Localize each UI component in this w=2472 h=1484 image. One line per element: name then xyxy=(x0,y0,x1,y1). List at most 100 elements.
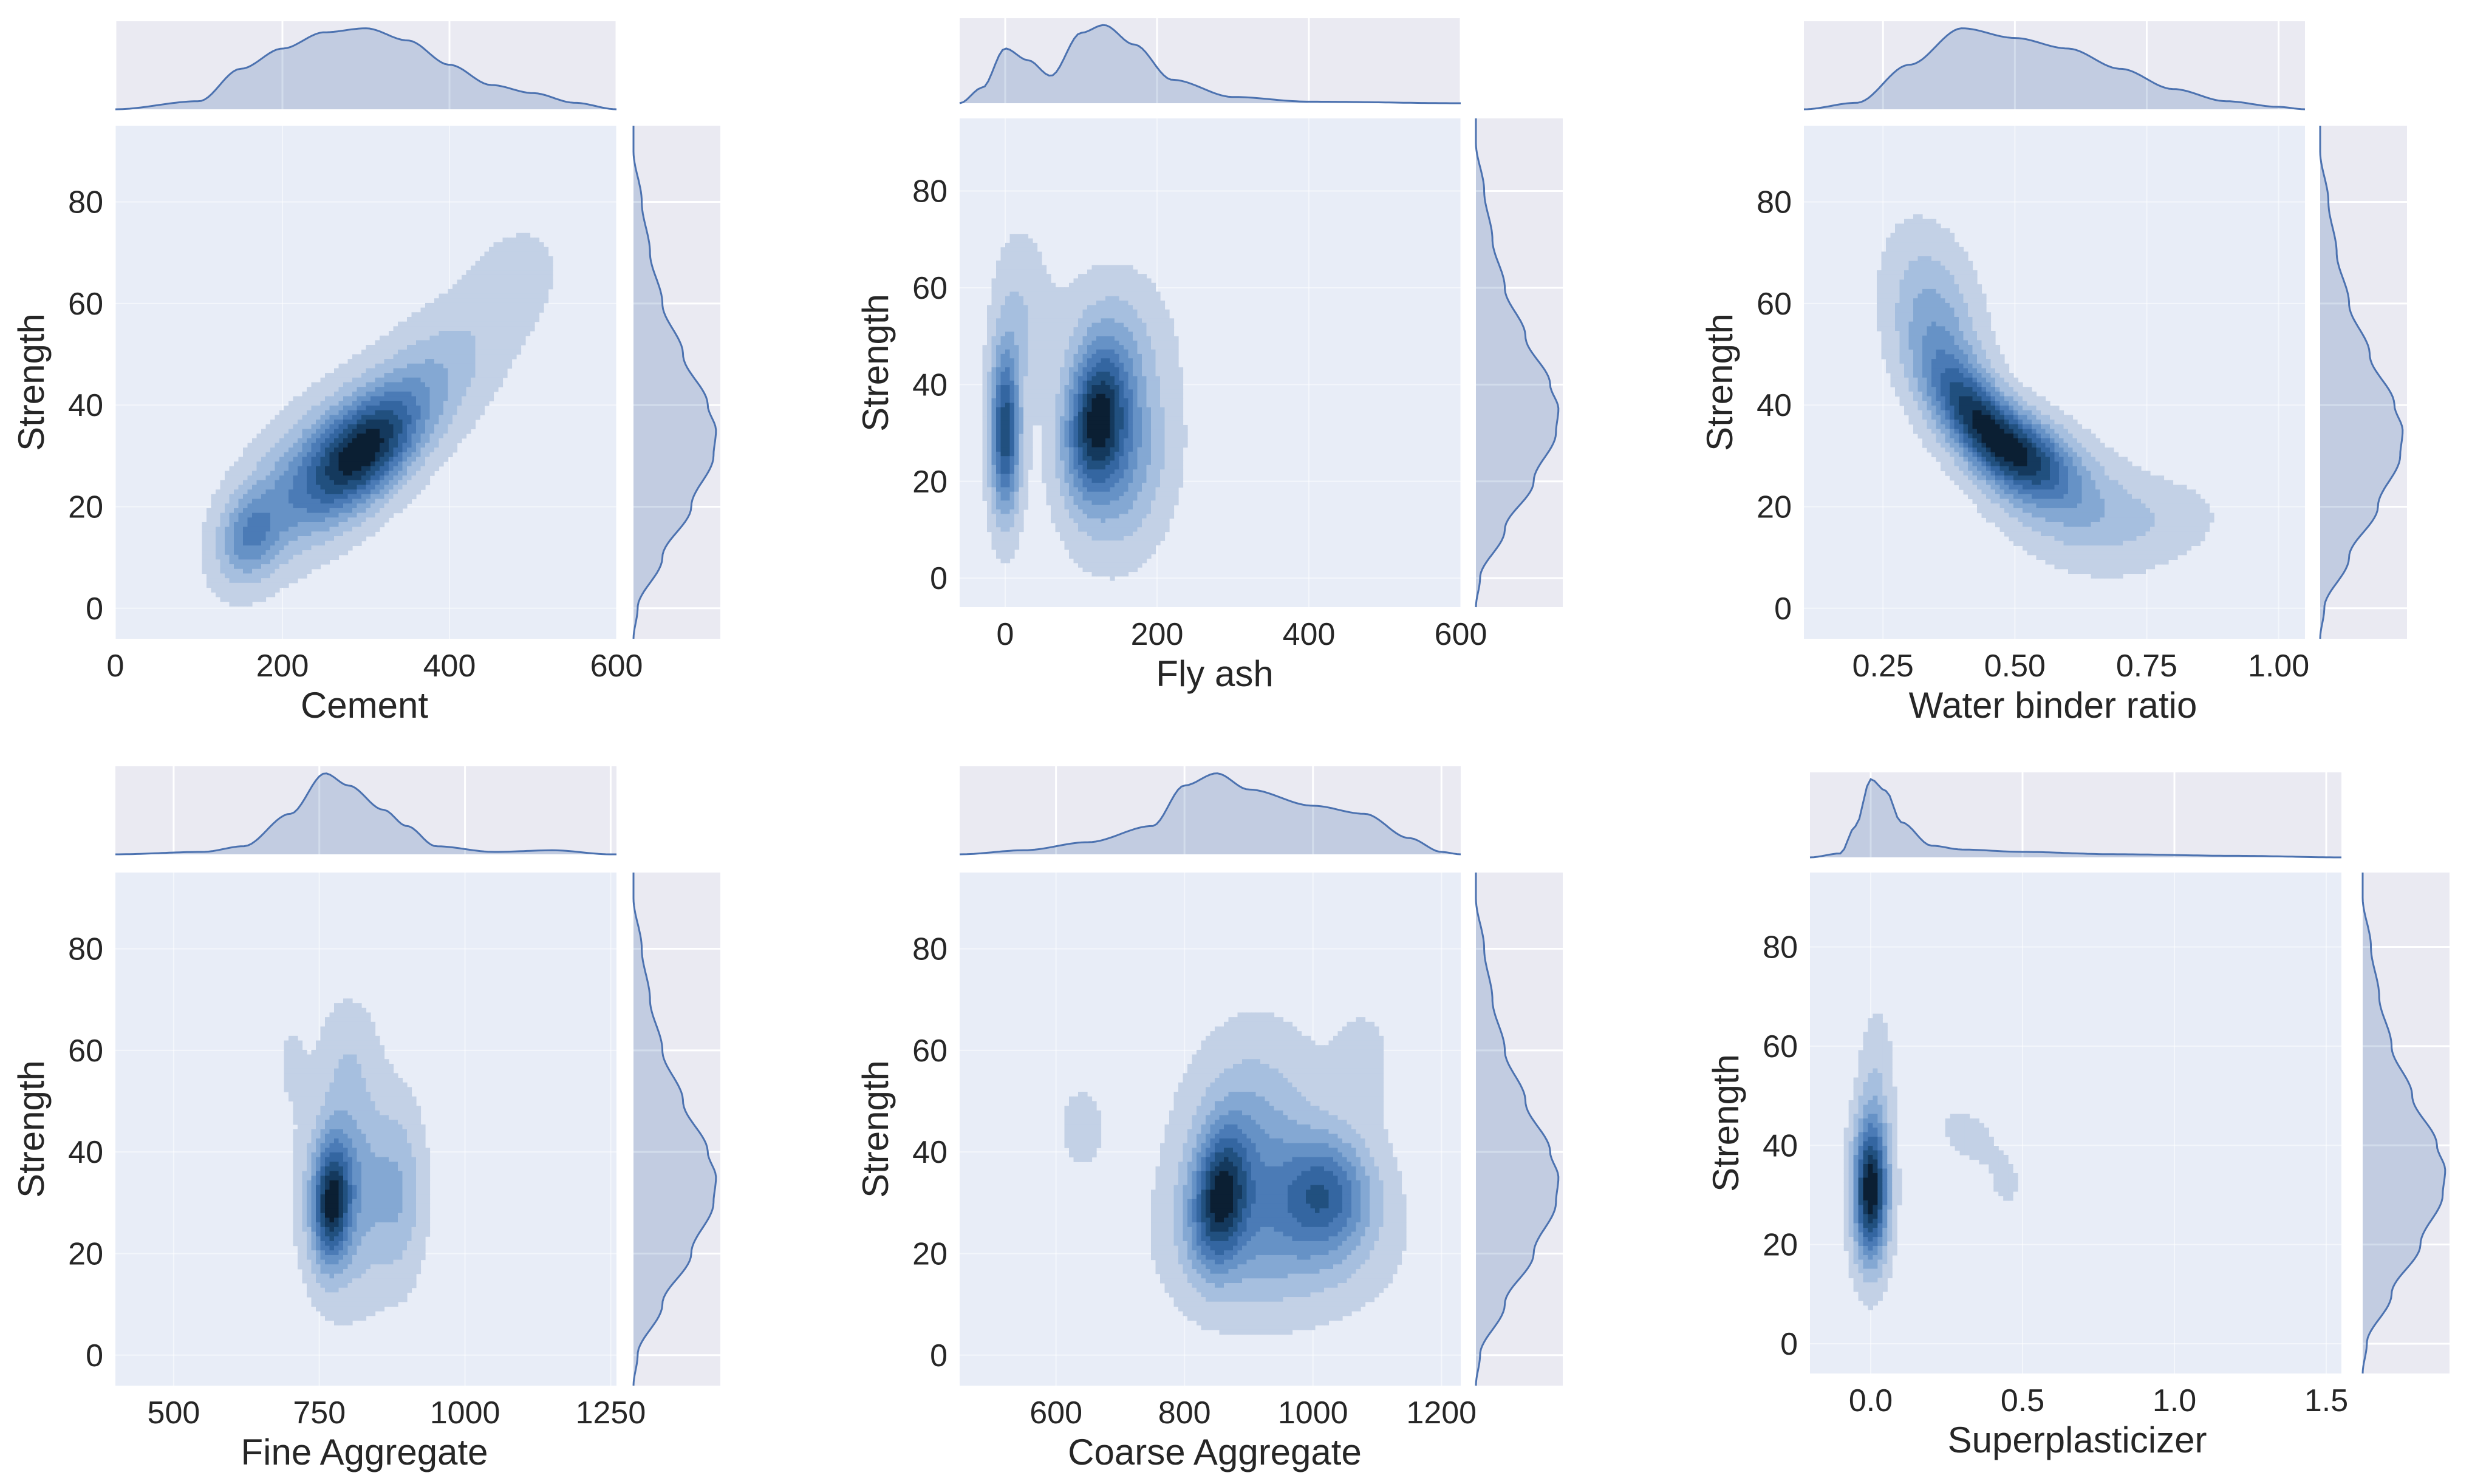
density-cell xyxy=(289,573,294,579)
density-cell xyxy=(1069,407,1074,412)
density-cell xyxy=(284,573,289,579)
density-cell xyxy=(289,480,294,486)
density-cell xyxy=(238,596,244,602)
density-cell xyxy=(1115,514,1120,519)
density-cell xyxy=(1096,460,1102,466)
density-cell xyxy=(489,382,494,387)
density-cell xyxy=(1087,540,1093,546)
density-cell xyxy=(1014,465,1020,470)
density-cell xyxy=(484,270,490,276)
density-cell xyxy=(347,373,353,378)
density-cell xyxy=(996,269,1002,274)
density-cell xyxy=(1051,447,1056,452)
density-cell xyxy=(402,461,408,467)
density-cell xyxy=(225,526,230,532)
density-cell xyxy=(1124,540,1129,546)
density-cell xyxy=(1009,554,1015,559)
density-cell xyxy=(338,387,344,392)
density-cell xyxy=(539,265,544,271)
density-cell xyxy=(1023,362,1029,368)
density-cell xyxy=(1073,434,1079,439)
density-cell xyxy=(1046,332,1051,337)
density-cell xyxy=(996,336,1002,341)
density-cell xyxy=(1005,478,1011,483)
density-cell xyxy=(320,434,326,439)
density-cell xyxy=(1133,362,1138,368)
density-cell xyxy=(380,359,385,364)
density-cell xyxy=(457,424,462,429)
density-cell xyxy=(434,405,440,411)
density-cell xyxy=(1105,562,1111,568)
density-cell xyxy=(1082,345,1088,350)
density-cell xyxy=(225,554,230,560)
density-cell xyxy=(1119,483,1124,488)
density-cell xyxy=(316,526,321,532)
density-cell xyxy=(389,391,394,397)
density-cell xyxy=(1023,247,1029,253)
density-cell xyxy=(987,340,992,345)
density-cell xyxy=(1000,336,1006,341)
density-cell xyxy=(498,345,504,350)
density-cell xyxy=(357,415,362,420)
density-cell xyxy=(466,279,471,285)
density-cell xyxy=(247,480,253,486)
density-cell xyxy=(416,443,422,448)
density-cell xyxy=(366,466,371,472)
density-cell xyxy=(316,522,321,528)
density-cell xyxy=(243,452,248,458)
density-cell xyxy=(452,340,458,345)
density-cell xyxy=(448,321,453,327)
density-cell xyxy=(325,373,330,378)
density-cell xyxy=(1119,460,1124,466)
density-cell xyxy=(452,331,458,336)
density-cell xyxy=(320,508,326,514)
density-cell xyxy=(987,398,992,403)
density-cell xyxy=(220,522,225,528)
density-cell xyxy=(1046,443,1051,448)
density-cell xyxy=(1146,291,1152,297)
density-cell xyxy=(462,274,467,281)
density-cell xyxy=(357,373,362,378)
density-cell xyxy=(265,424,271,429)
density-cell xyxy=(289,452,294,458)
density-cell xyxy=(1101,429,1106,435)
density-cell xyxy=(1115,372,1120,377)
density-cell xyxy=(247,550,253,556)
density-cell xyxy=(1142,287,1147,293)
density-cell xyxy=(389,349,394,355)
density-cell xyxy=(329,531,335,537)
density-cell xyxy=(475,321,480,327)
density-cell xyxy=(1005,353,1011,359)
density-cell xyxy=(1115,398,1120,403)
density-cell xyxy=(1087,398,1093,403)
density-cell xyxy=(338,480,344,486)
density-cell xyxy=(261,438,267,443)
density-cell xyxy=(1124,474,1129,479)
density-cell xyxy=(484,377,490,383)
density-cell xyxy=(347,448,353,453)
density-cell xyxy=(457,438,462,443)
density-cell xyxy=(475,345,480,350)
density-cell xyxy=(484,401,490,406)
density-cell xyxy=(1046,412,1051,417)
density-cell xyxy=(1137,469,1142,475)
density-cell xyxy=(434,401,440,406)
density-cell xyxy=(1019,251,1024,257)
density-cell xyxy=(1019,438,1024,443)
density-cell xyxy=(507,321,513,327)
density-cell xyxy=(1119,434,1124,439)
density-cell xyxy=(325,382,330,387)
density-cell xyxy=(1028,309,1033,315)
density-cell xyxy=(502,237,508,243)
density-cell xyxy=(247,494,253,500)
density-cell xyxy=(1023,282,1029,288)
density-cell xyxy=(334,550,340,556)
density-cell xyxy=(1110,429,1115,435)
density-cell xyxy=(1133,376,1138,381)
density-cell xyxy=(1005,318,1011,324)
density-cell xyxy=(234,573,239,579)
density-cell xyxy=(429,302,435,308)
density-cell xyxy=(1069,443,1074,448)
density-cell xyxy=(982,460,988,466)
density-cell xyxy=(316,452,321,458)
